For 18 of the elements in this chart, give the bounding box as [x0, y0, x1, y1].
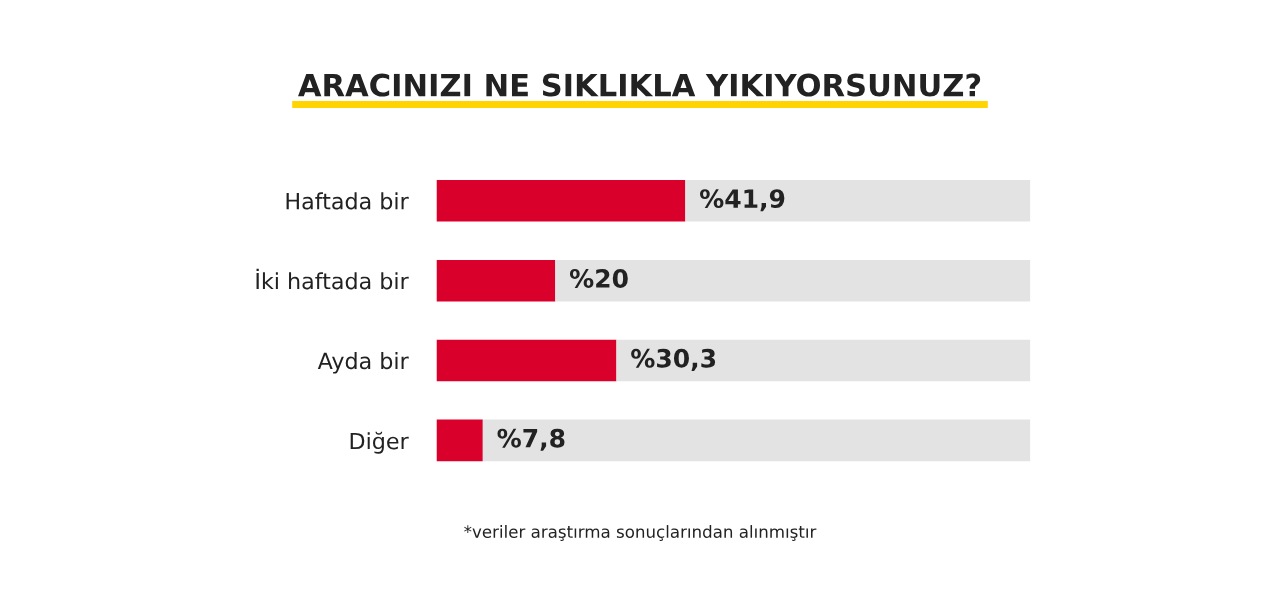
data-label: %41,9 — [700, 189, 785, 212]
data-label: %7,8 — [497, 428, 565, 451]
y-tick-label: Haftada bir — [286, 192, 409, 210]
chart-title: ARACINIZI NE SIKLIKLA YIKIYORSUNUZ? — [298, 73, 981, 97]
y-tick-label: Diğer — [350, 431, 409, 454]
bar — [555, 259, 1031, 302]
data-label: %20 — [569, 269, 628, 288]
bar — [436, 419, 483, 462]
y-tick-label: İki haftada bir — [256, 268, 409, 290]
bar — [616, 339, 1031, 382]
bar — [482, 419, 1031, 462]
bar — [436, 339, 617, 382]
bar — [436, 259, 556, 302]
y-tick-label: Ayda bir — [317, 352, 409, 374]
bar — [436, 180, 686, 222]
bar — [685, 180, 1031, 222]
data-label: %30,3 — [631, 348, 716, 371]
text: *veriler araştırma sonuçlarından alınmıştır — [464, 525, 817, 541]
